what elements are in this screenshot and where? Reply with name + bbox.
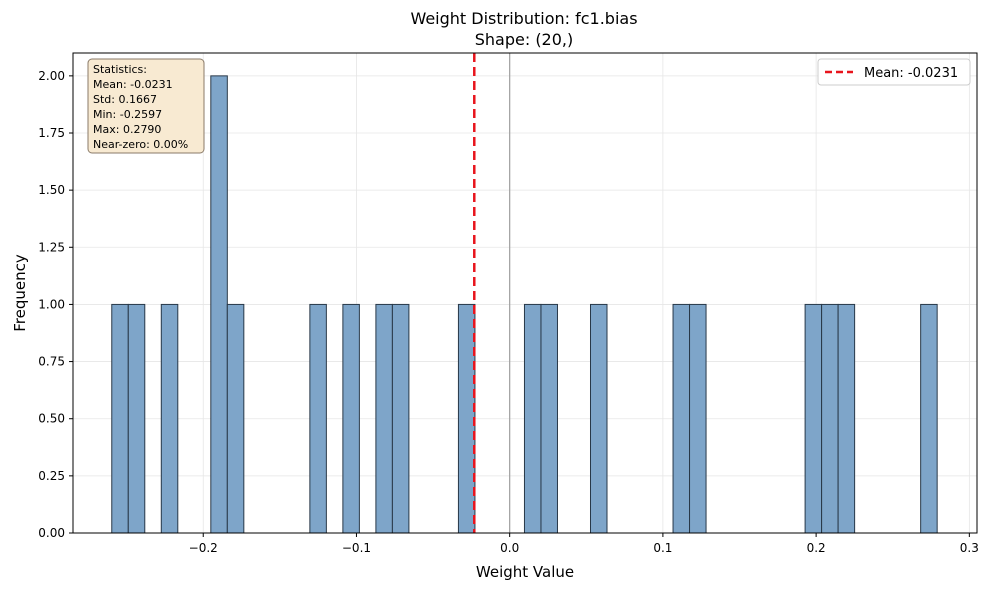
histogram-bar: [821, 303, 839, 534]
histogram-bar: [457, 303, 476, 534]
stats-line: Min: -0.2597: [93, 108, 162, 121]
y-tick-label: 0.50: [38, 412, 65, 426]
histogram-bar: [210, 75, 228, 534]
stats-box-background: [87, 58, 205, 154]
histogram-bar: [226, 303, 245, 534]
chart-title: Weight Distribution: fc1.bias: [410, 9, 637, 28]
chart-subtitle: Shape: (20,): [475, 30, 574, 49]
legend: Mean: -0.0231: [817, 58, 971, 86]
histogram-bar: [689, 303, 707, 534]
y-tick-label: 0.00: [38, 526, 65, 540]
histogram-bar: [127, 303, 146, 534]
x-tick-label: −0.1: [342, 541, 371, 555]
histogram-bar: [804, 303, 823, 534]
stats-line: Near-zero: 0.00%: [93, 138, 188, 151]
y-tick-label: 0.25: [38, 469, 65, 483]
histogram-bar: [837, 303, 856, 534]
x-tick-label: 0.3: [960, 541, 979, 555]
x-tick-label: −0.2: [189, 541, 218, 555]
histogram-bars: [111, 75, 938, 534]
histogram-bar: [540, 303, 558, 534]
x-tick-label: 0.2: [807, 541, 826, 555]
histogram-bar: [920, 303, 938, 534]
histogram-bar: [309, 303, 327, 534]
stats-line: Max: 0.2790: [93, 123, 161, 136]
histogram-bar: [342, 303, 360, 534]
histogram-bar: [391, 303, 410, 534]
y-tick-label: 0.75: [38, 355, 65, 369]
y-axis-label: Frequency: [11, 254, 29, 332]
legend-box: [817, 58, 971, 86]
y-tick-label: 1.25: [38, 240, 65, 254]
x-tick-label: 0.1: [653, 541, 672, 555]
stats-line: Statistics:: [93, 63, 147, 76]
y-tick-label: 2.00: [38, 69, 65, 83]
y-axis-ticks: 0.00 0.25 0.50 0.75 1.00 1.25 1.50 1.75 2.00: [38, 69, 73, 540]
histogram-bar: [672, 303, 691, 534]
plot-frame: [72, 52, 978, 534]
x-tick-label: 0.0: [500, 541, 519, 555]
y-tick-label: 1.50: [38, 183, 65, 197]
legend-mean-label: Mean: -0.0231: [864, 66, 958, 81]
y-tick-label: 1.00: [38, 297, 65, 311]
x-axis-label: Weight Value: [476, 563, 574, 581]
x-axis-ticks: −0.2 −0.1 0.0 0.1 0.2 0.3: [189, 533, 979, 555]
y-tick-label: 1.75: [38, 126, 65, 140]
histogram-bar: [160, 303, 179, 534]
histogram-bar: [111, 303, 129, 534]
stats-line: Mean: -0.0231: [93, 78, 173, 91]
stats-box: Statistics: Mean: -0.0231 Std: 0.1667 Mi…: [87, 58, 205, 154]
stats-line: Std: 0.1667: [93, 93, 157, 106]
histogram-bar: [375, 303, 393, 534]
histogram-bar: [589, 303, 608, 534]
histogram-bar: [523, 303, 542, 534]
